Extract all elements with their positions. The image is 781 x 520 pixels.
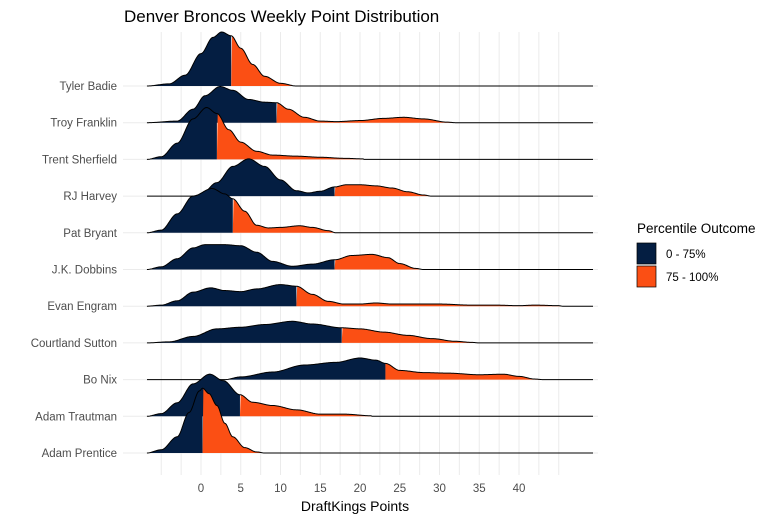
ridge-area-75-100 [231,36,297,86]
ridge-outline [146,244,593,270]
y-label: Tyler Badie [59,81,117,93]
ridge-area-75-100 [334,254,424,270]
y-label: Trent Sherfield [42,154,117,166]
ridge-area-75-100 [296,286,563,307]
ridge-outline [146,320,593,344]
ridge-outline [146,107,593,160]
x-tick-label: 15 [314,483,327,495]
ridge-area-0-75 [224,358,386,380]
ridge-tyler-badie [146,31,593,87]
ridge-outline [146,373,593,417]
x-axis-ticks: 0 5 10 15 20 25 30 35 40 [198,483,526,495]
ridge-area-0-75 [146,244,335,270]
x-tick-label: 10 [274,483,287,495]
legend-swatch-0-75 [636,242,657,265]
ridge-area-75-100 [232,198,337,233]
ridge-area-0-75 [193,158,335,197]
x-tick-label: 30 [433,483,446,495]
legend-label-0-75: 0 - 75% [666,249,706,261]
x-tick-label: 35 [473,483,486,495]
ridge-area-0-75 [146,188,233,233]
ridge-j-k-dobbins [146,244,593,270]
ridge-outline [146,387,593,454]
x-tick-label: 0 [198,483,204,495]
ridge-area-75-100 [202,388,265,453]
y-label: Adam Prentice [42,448,117,460]
ridge-area-0-75 [146,321,342,343]
ridge-outline [147,357,593,381]
x-tick-label: 40 [513,483,526,495]
ridge-adam-prentice [146,387,593,454]
ridge-trent-sherfield [146,107,593,160]
ridge-troy-franklin [146,86,593,124]
y-label: RJ Harvey [63,191,117,203]
x-tick-label: 5 [238,483,244,495]
ridge-outline [146,31,593,87]
x-tick-label: 20 [354,483,367,495]
ridge-area-75-100 [334,184,432,197]
legend-label-75-100: 75 - 100% [666,272,718,284]
x-axis-title: DraftKings Points [301,498,409,514]
ridge-pat-bryant [146,188,593,234]
ridge-area-0-75 [146,284,297,307]
ridge-area-75-100 [276,102,456,123]
legend-title: Percentile Outcome [637,221,756,236]
ridge-outline [146,86,593,124]
ridge-courtland-sutton [146,320,593,344]
y-label: Bo Nix [83,375,117,387]
y-label: Adam Trautman [35,411,117,423]
y-axis-labels: Tyler Badie Troy Franklin Trent Sherfield R… [31,81,118,460]
ridges [146,31,593,454]
ridge-evan-engram [146,284,593,307]
ridge-area-75-100 [216,113,364,160]
legend-swatch-75-100 [636,265,657,288]
ridge-bo-nix [147,357,593,381]
ridge-area-75-100 [385,363,543,380]
ridge-area-0-75 [146,86,277,123]
ridge-area-0-75 [146,32,232,86]
chart-title: Denver Broncos Weekly Point Distribution [124,7,439,26]
y-label: Troy Franklin [50,118,117,130]
y-label: J.K. Dobbins [52,265,117,277]
y-label: Evan Engram [47,301,117,313]
ridge-outline [147,158,593,197]
ridge-area-0-75 [146,107,217,160]
ridge-outline [146,188,593,234]
y-label: Courtland Sutton [31,338,117,350]
legend: Percentile Outcome 0 - 75% 75 - 100% [636,221,756,288]
ridge-rj-harvey [147,158,593,197]
x-tick-label: 25 [393,483,406,495]
ridge-area-0-75 [146,388,203,453]
ridge-area-75-100 [239,394,372,417]
ridge-outline [146,284,593,307]
y-label: Pat Bryant [63,228,117,240]
